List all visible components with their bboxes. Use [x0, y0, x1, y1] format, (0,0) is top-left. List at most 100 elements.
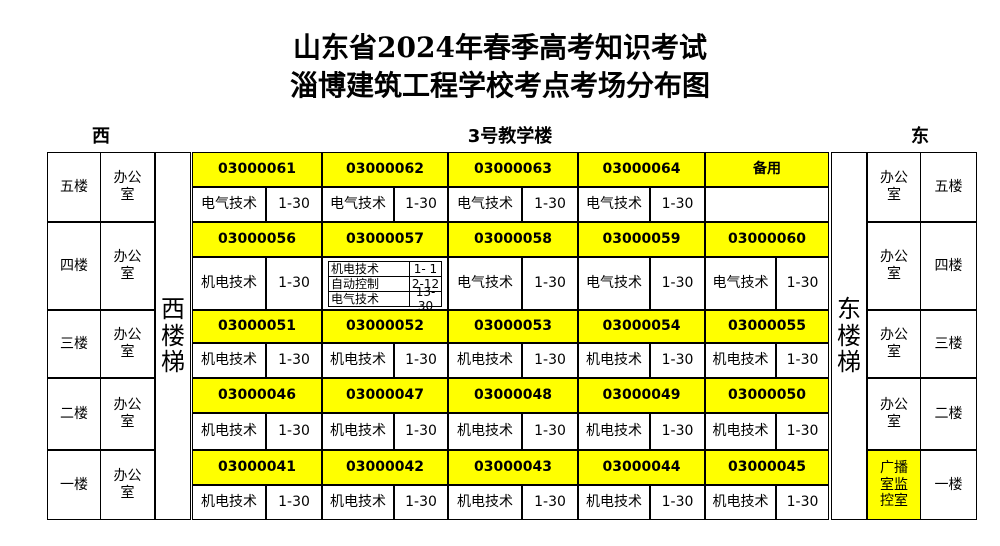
subject: 机电技术: [578, 343, 650, 378]
range: 1- 1: [409, 261, 442, 277]
range: 1-30: [522, 257, 578, 310]
range: 1-30: [650, 343, 705, 378]
floor-label: 五楼: [920, 152, 977, 222]
room-code: 03000053: [448, 310, 578, 343]
room-cell: [322, 257, 448, 310]
room-code: 03000042: [322, 450, 448, 485]
subject: 机电技术: [448, 343, 522, 378]
room-code: 03000055: [705, 310, 829, 343]
subject: 电气技术: [322, 187, 394, 222]
floor-label: 二楼: [47, 378, 101, 450]
east-stairs: 东楼梯: [831, 152, 867, 520]
east-label: 东: [911, 126, 929, 147]
subject: 自动控制: [328, 276, 410, 292]
room-code: 03000051: [192, 310, 322, 343]
subject: 机电技术: [192, 485, 266, 520]
room-code: 03000058: [448, 222, 578, 257]
subject: 机电技术: [705, 343, 776, 378]
building-label: 3号教学楼: [467, 126, 553, 147]
floor-label: 一楼: [920, 450, 977, 520]
room-code: 03000063: [448, 152, 578, 187]
office: 广播室监控室: [867, 450, 921, 520]
room-code: 03000050: [705, 378, 829, 413]
subject: 机电技术: [705, 485, 776, 520]
subject: 机电技术: [322, 343, 394, 378]
office: 办公室: [100, 450, 155, 520]
range: 1-30: [394, 187, 448, 222]
room-code: 03000044: [578, 450, 705, 485]
range: 1-30: [650, 187, 705, 222]
title: 淄博建筑工程学校考点考场分布图: [289, 69, 710, 102]
subject: 机电技术: [705, 413, 776, 450]
floor-label: 四楼: [920, 222, 977, 310]
range: 1-30: [776, 257, 829, 310]
range: 1-30: [522, 187, 578, 222]
room-code: 03000057: [322, 222, 448, 257]
range: 1-30: [776, 413, 829, 450]
range: 1-30: [650, 257, 705, 310]
office: 办公室: [867, 378, 921, 450]
room-code: 03000049: [578, 378, 705, 413]
subject: 电气技术: [578, 257, 650, 310]
subject: 机电技术: [328, 261, 410, 277]
office: 办公室: [100, 310, 155, 378]
office: 办公室: [100, 378, 155, 450]
range: 1-30: [776, 485, 829, 520]
subject: 机电技术: [192, 413, 266, 450]
range: 1-30: [650, 413, 705, 450]
floor-label: 一楼: [47, 450, 101, 520]
floor-label: 五楼: [47, 152, 101, 222]
subject: 机电技术: [192, 343, 266, 378]
floor-label: 三楼: [920, 310, 977, 378]
subject: 机电技术: [322, 413, 394, 450]
subject: 电气技术: [705, 257, 776, 310]
subject: 机电技术: [448, 485, 522, 520]
room-code: 03000047: [322, 378, 448, 413]
range: 1-30: [266, 485, 322, 520]
subject: 机电技术: [448, 413, 522, 450]
subject: 电气技术: [328, 291, 410, 307]
room-code: 03000041: [192, 450, 322, 485]
room-code: 03000045: [705, 450, 829, 485]
office: 办公室: [867, 310, 921, 378]
room-code: 03000060: [705, 222, 829, 257]
subject: 机电技术: [578, 485, 650, 520]
office: 办公室: [100, 222, 155, 310]
title: 山东省2024年春季高考知识考试: [293, 31, 707, 64]
range: 1-30: [394, 343, 448, 378]
room-code: 备用: [705, 152, 829, 187]
floor-label: 二楼: [920, 378, 977, 450]
room-code: 03000048: [448, 378, 578, 413]
room-empty: [705, 187, 829, 222]
subject: 电气技术: [448, 257, 522, 310]
room-code: 03000043: [448, 450, 578, 485]
subject: 机电技术: [578, 413, 650, 450]
room-code: 03000056: [192, 222, 322, 257]
range: 1-30: [266, 257, 322, 310]
office: 办公室: [867, 152, 921, 222]
subject: 电气技术: [192, 187, 266, 222]
room-code: 03000061: [192, 152, 322, 187]
floor-label: 三楼: [47, 310, 101, 378]
office: 办公室: [100, 152, 155, 222]
subject: 机电技术: [192, 257, 266, 310]
range: 1-30: [650, 485, 705, 520]
range: 1-30: [266, 187, 322, 222]
office: 办公室: [867, 222, 921, 310]
room-code: 03000059: [578, 222, 705, 257]
room-code: 03000046: [192, 378, 322, 413]
range: 1-30: [394, 413, 448, 450]
range: 1-30: [266, 343, 322, 378]
range: 1-30: [394, 485, 448, 520]
range: 1-30: [776, 343, 829, 378]
range: 1-30: [522, 343, 578, 378]
room-code: 03000064: [578, 152, 705, 187]
west-label: 西: [92, 126, 110, 147]
range: 13-30: [409, 285, 442, 313]
west-stairs: 西楼梯: [155, 152, 191, 520]
range: 1-30: [522, 413, 578, 450]
subject: 电气技术: [448, 187, 522, 222]
floor-label: 四楼: [47, 222, 101, 310]
range: 1-30: [266, 413, 322, 450]
